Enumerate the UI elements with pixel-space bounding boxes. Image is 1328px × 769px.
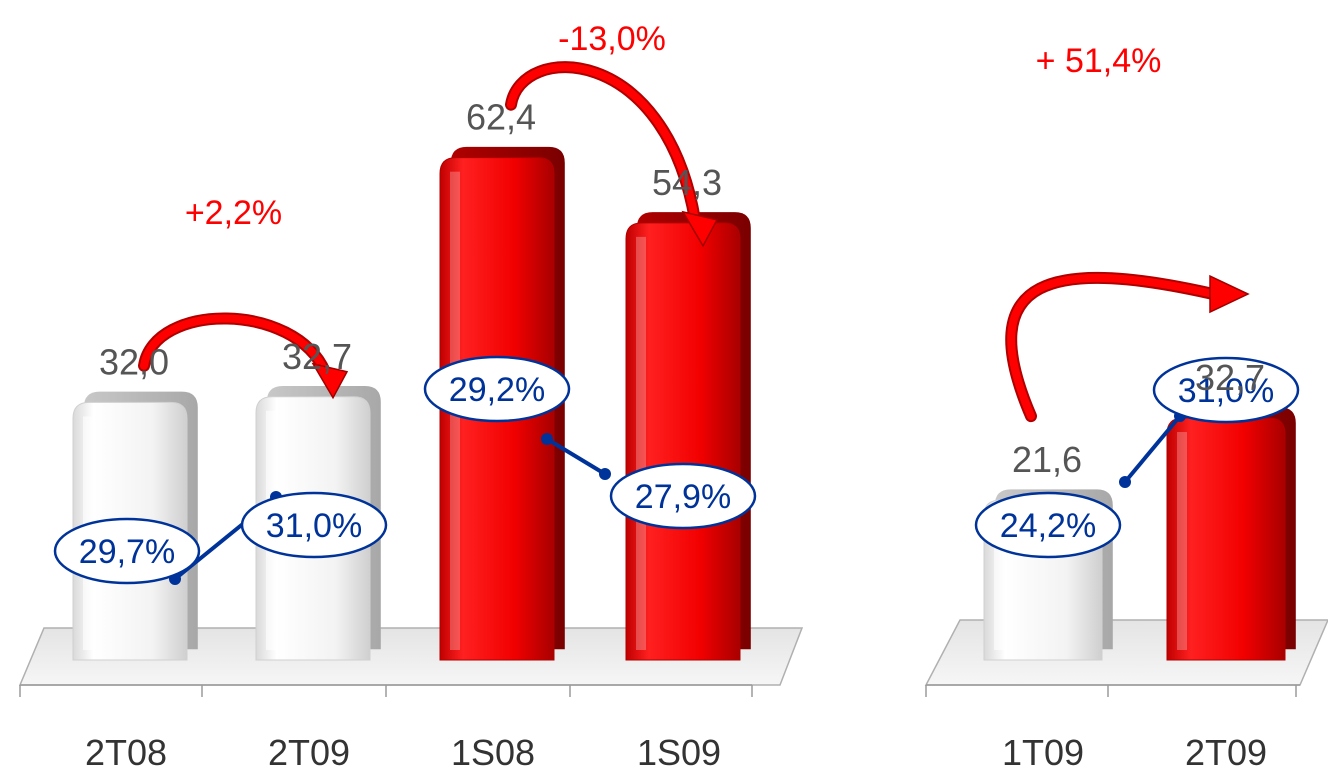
margin-bubble-outline <box>1152 356 1300 424</box>
bar <box>625 212 751 661</box>
bar <box>1166 407 1296 661</box>
x-tick-label: 2T08 <box>85 732 167 769</box>
change-percent-label: -13,0% <box>558 20 666 58</box>
margin-bubble: 31,0% <box>240 491 388 559</box>
margin-value-label: 31,0% <box>266 507 362 545</box>
margin-point <box>541 433 553 445</box>
change-arrow-body <box>140 314 329 376</box>
x-tick-label: 1S08 <box>451 732 535 769</box>
change-percent-label: + 51,4% <box>1036 42 1162 80</box>
margin-bubble-outline <box>609 462 757 530</box>
change-arrow-head <box>1209 274 1250 314</box>
change-arrow-head <box>311 362 349 400</box>
x-tick-label: 1T09 <box>1002 732 1084 769</box>
x-tick-label: 2T09 <box>1185 732 1267 769</box>
change-arrow-body <box>1007 273 1226 421</box>
margin-bubble-outline <box>240 491 388 559</box>
chart-semester-quarter: 29,7% 31,0% 29,2% 27,9% +2,2% -13,0% 32,0 2T0… <box>18 20 804 769</box>
bar-value-label: 32,0 <box>99 341 169 382</box>
bar-value-label: 32,7 <box>282 336 352 377</box>
margin-link-line <box>545 437 607 476</box>
x-tick-label: 2T09 <box>268 732 350 769</box>
bar-face <box>1166 417 1286 661</box>
change-arrow <box>505 61 719 248</box>
margin-value-label: 29,7% <box>79 533 175 571</box>
change-percent-label: +2,2% <box>185 194 282 232</box>
bar-highlight <box>1177 432 1187 650</box>
margin-value-label: 29,2% <box>449 371 545 409</box>
margin-bubble: 29,7% <box>53 517 201 585</box>
margin-bubble-outline <box>53 517 201 585</box>
margin-bubble: 29,2% <box>423 355 571 423</box>
margin-bubble: 31,0% <box>1152 356 1300 424</box>
change-arrow <box>138 312 349 400</box>
margin-value-label: 27,9% <box>635 478 731 516</box>
bar-value-label: 21,6 <box>1012 439 1082 480</box>
margin-point <box>1119 476 1131 488</box>
margin-link-line <box>1123 414 1182 484</box>
margin-bubble-outline <box>974 491 1122 559</box>
bar-value-label: 62,4 <box>466 97 536 138</box>
change-arrow-head <box>681 210 719 248</box>
margin-bubble-outline <box>423 355 571 423</box>
bar-face <box>625 222 741 661</box>
x-tick-label: 1S09 <box>637 732 721 769</box>
change-arrow <box>1005 271 1250 423</box>
bar-highlight <box>636 236 646 650</box>
bar-highlight <box>994 514 1004 650</box>
margin-point <box>599 468 611 480</box>
bar-value-label: 54,3 <box>652 162 722 203</box>
margin-value-label: 24,2% <box>1000 507 1096 545</box>
margin-bubble: 24,2% <box>974 491 1122 559</box>
chart-quarter-comparison: 24,2% 31,0% + 51,4% 21,6 1T09 32,7 2T09 <box>924 42 1328 769</box>
margin-value-label: 31,0% <box>1178 372 1274 410</box>
margin-bubble: 27,9% <box>609 462 757 530</box>
change-arrow-body <box>507 63 699 224</box>
bar-value-label: 32,7 <box>1195 357 1265 398</box>
